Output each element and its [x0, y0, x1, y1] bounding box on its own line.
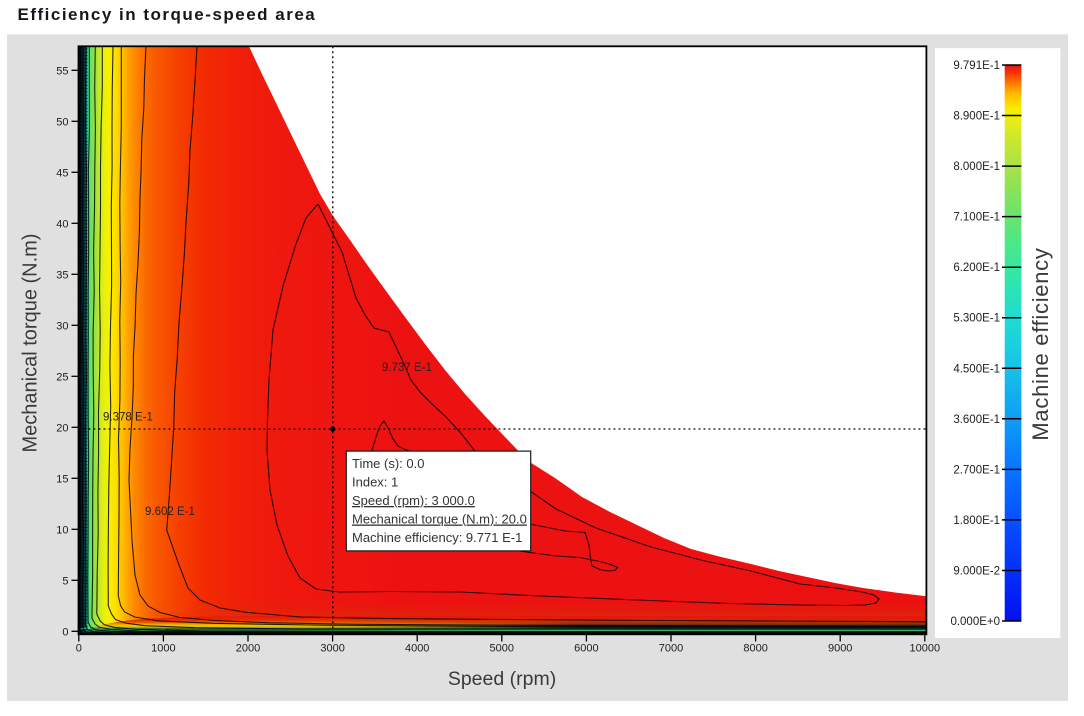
svg-text:0: 0 [76, 643, 82, 655]
svg-text:Index: 1: Index: 1 [352, 475, 398, 490]
svg-text:Machine efficiency: 9.771 E-1: Machine efficiency: 9.771 E-1 [352, 530, 522, 545]
svg-text:2.700E-1: 2.700E-1 [953, 464, 1000, 476]
svg-text:Machine efficiency: Machine efficiency [1028, 247, 1053, 440]
svg-text:2000: 2000 [236, 643, 260, 655]
svg-text:9.378 E-1: 9.378 E-1 [103, 412, 153, 424]
svg-text:25: 25 [56, 371, 68, 383]
svg-text:20: 20 [56, 422, 68, 434]
svg-text:6.200E-1: 6.200E-1 [953, 262, 1000, 274]
svg-text:9.791E-1: 9.791E-1 [953, 60, 1000, 72]
svg-text:6000: 6000 [574, 643, 598, 655]
svg-text:9000: 9000 [828, 643, 852, 655]
svg-text:3000: 3000 [320, 643, 344, 655]
svg-text:40: 40 [56, 218, 68, 230]
svg-text:Speed (rpm): 3 000.0: Speed (rpm): 3 000.0 [352, 493, 475, 508]
svg-text:8000: 8000 [743, 643, 767, 655]
svg-text:55: 55 [56, 65, 68, 77]
svg-text:9.737 E-1: 9.737 E-1 [382, 362, 432, 374]
svg-text:Speed (rpm): Speed (rpm) [448, 668, 556, 690]
svg-text:7.100E-1: 7.100E-1 [953, 212, 1000, 224]
svg-text:10000: 10000 [910, 643, 941, 655]
svg-text:5.300E-1: 5.300E-1 [953, 313, 1000, 325]
svg-text:9.000E-2: 9.000E-2 [953, 566, 1000, 578]
svg-text:15: 15 [56, 473, 68, 485]
svg-text:0.000E+0: 0.000E+0 [950, 616, 1000, 628]
svg-text:8.900E-1: 8.900E-1 [953, 111, 1000, 123]
svg-text:1.800E-1: 1.800E-1 [953, 515, 1000, 527]
svg-text:50: 50 [56, 116, 68, 128]
svg-text:5: 5 [62, 575, 68, 587]
svg-text:35: 35 [56, 269, 68, 281]
svg-text:Efficiency in torque-speed are: Efficiency in torque-speed area [18, 5, 317, 24]
svg-text:7000: 7000 [659, 643, 683, 655]
svg-text:0: 0 [62, 626, 68, 638]
svg-text:Mechanical torque (N.m): 20.0: Mechanical torque (N.m): 20.0 [352, 512, 527, 527]
svg-text:8.000E-1: 8.000E-1 [953, 161, 1000, 173]
svg-text:9.602 E-1: 9.602 E-1 [145, 506, 195, 518]
svg-text:4.500E-1: 4.500E-1 [953, 363, 1000, 375]
svg-text:10: 10 [56, 524, 68, 536]
svg-text:30: 30 [56, 320, 68, 332]
svg-text:5000: 5000 [490, 643, 514, 655]
svg-text:4000: 4000 [405, 643, 429, 655]
svg-text:3.600E-1: 3.600E-1 [953, 414, 1000, 426]
svg-text:45: 45 [56, 167, 68, 179]
svg-text:Time (s): 0.0: Time (s): 0.0 [352, 456, 424, 471]
svg-text:Mechanical torque (N.m): Mechanical torque (N.m) [20, 234, 42, 453]
svg-text:1000: 1000 [151, 643, 175, 655]
